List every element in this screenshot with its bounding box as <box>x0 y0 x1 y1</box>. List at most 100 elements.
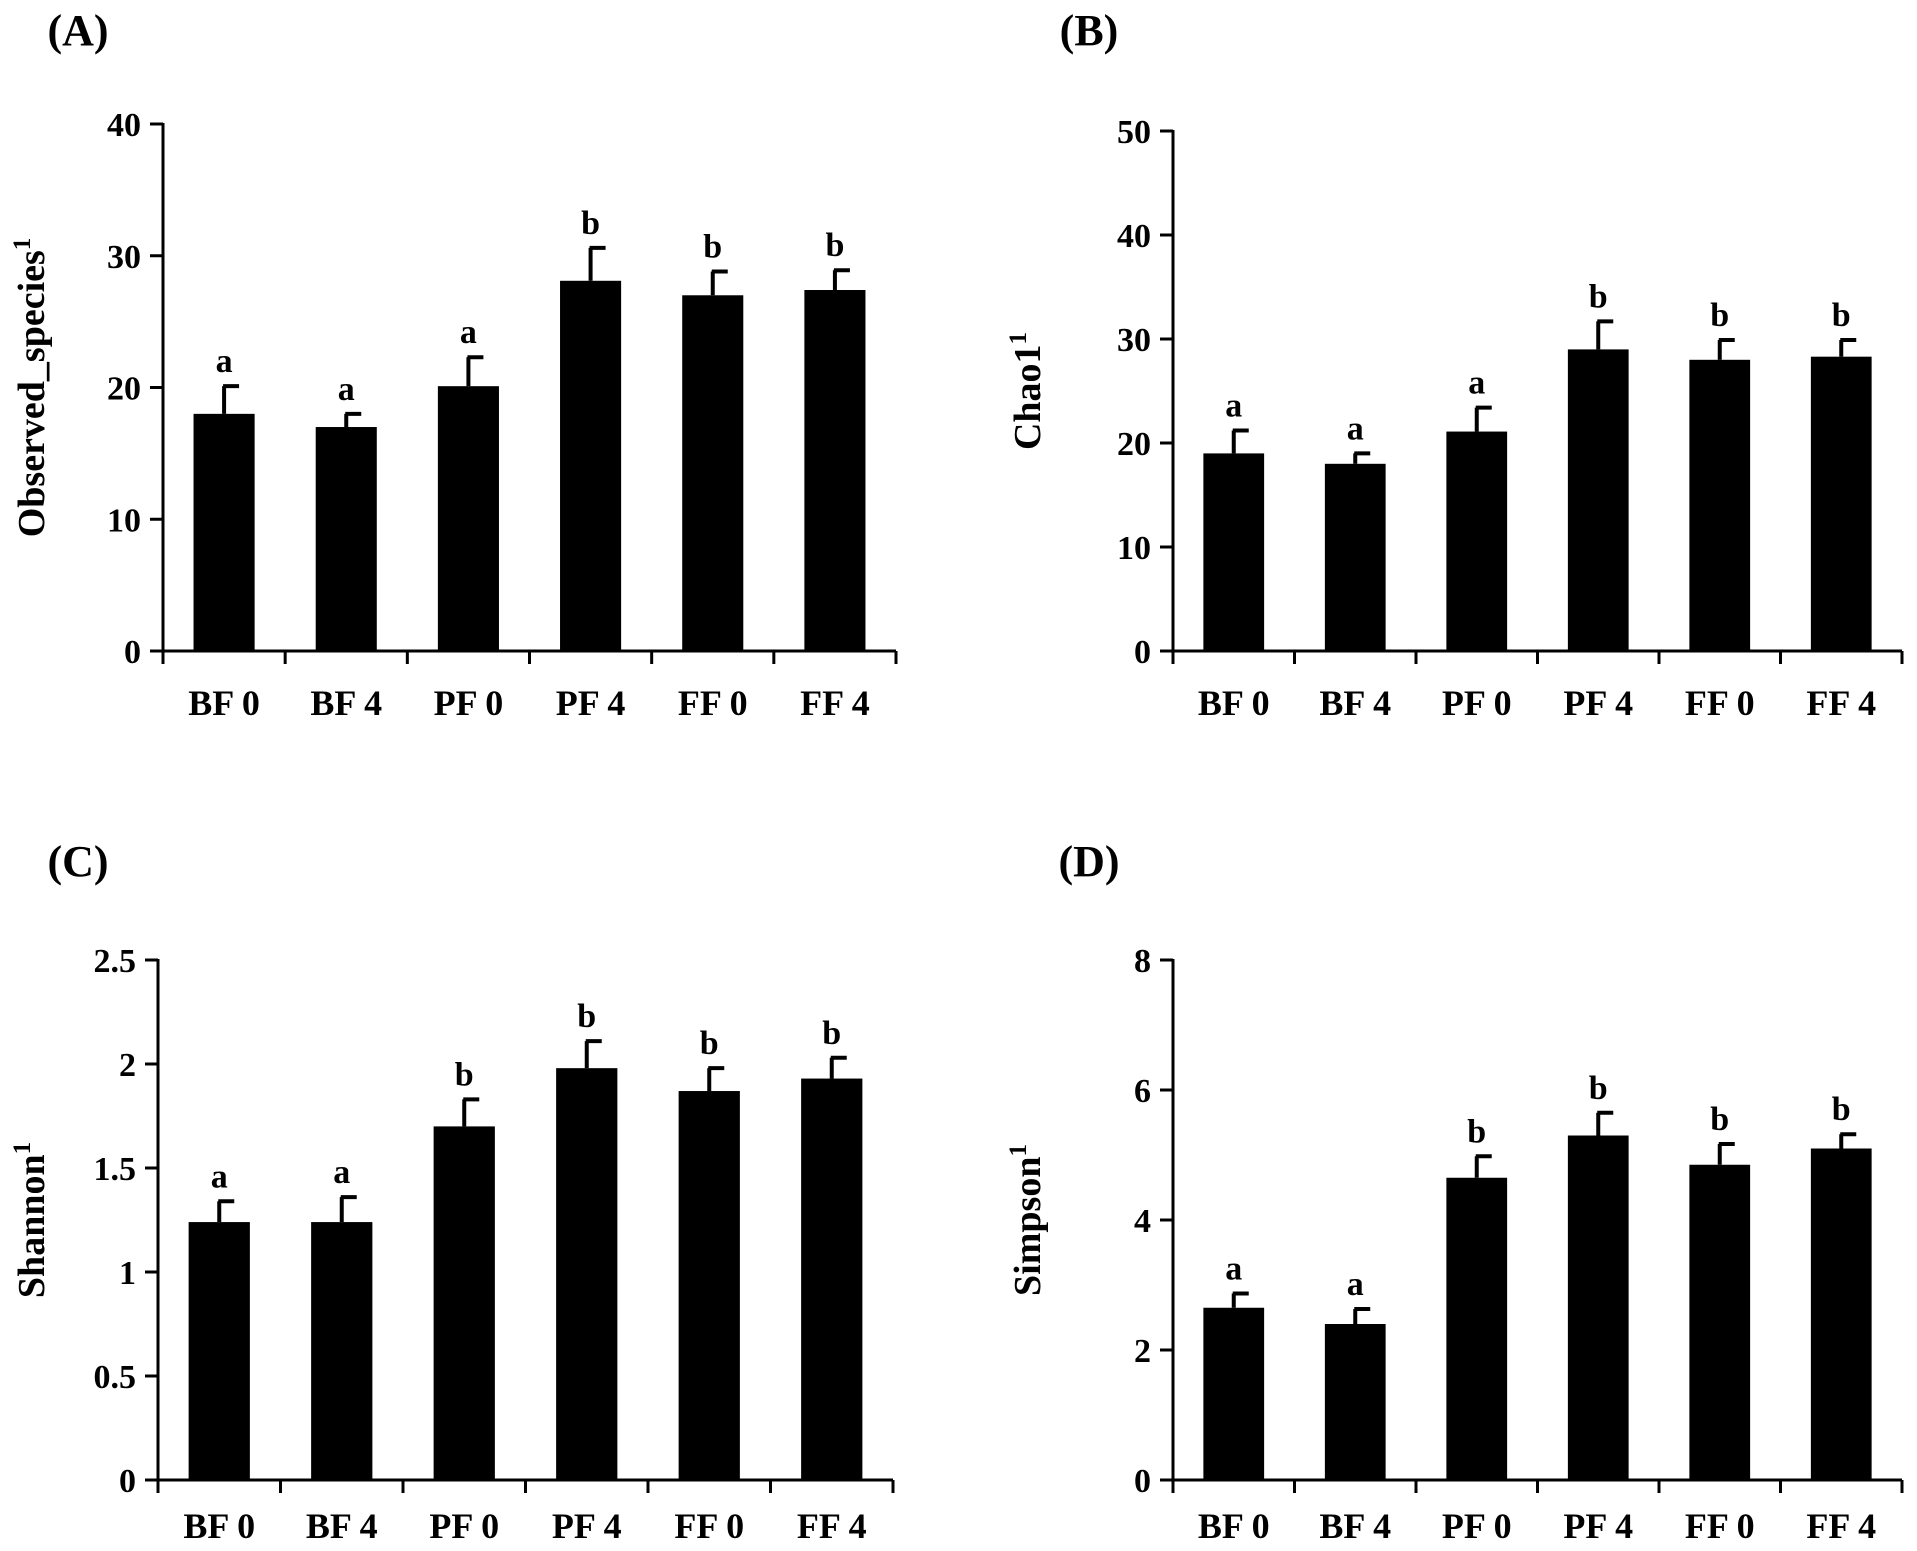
x-category-label: BF 0 <box>188 683 260 723</box>
significance-label: a <box>1225 388 1242 425</box>
x-category-label: FF 4 <box>797 1506 867 1546</box>
x-category-label: PF 0 <box>429 1506 499 1546</box>
panel-label: (D) <box>1058 837 1119 886</box>
x-category-label: BF 4 <box>310 683 382 723</box>
x-category-label: PF 0 <box>1442 1506 1512 1546</box>
x-category-label: PF 0 <box>434 683 504 723</box>
y-tick-label: 1.5 <box>94 1151 137 1188</box>
bar <box>1567 1135 1629 1480</box>
significance-label: a <box>1225 1250 1242 1287</box>
significance-label: a <box>211 1158 228 1195</box>
y-tick-label: 0 <box>124 634 141 671</box>
panel-c: (C) Shannon1 0 0.5 1 1.5 2 2.5 a BF 0 a BF 4 b PF 0 b P… <box>9 837 895 1546</box>
bar <box>315 427 377 651</box>
y-axis-title: Chao11 <box>1005 332 1049 450</box>
panel-label: (B) <box>1060 6 1119 55</box>
bar <box>1324 463 1386 651</box>
significance-label: a <box>1347 1266 1364 1303</box>
significance-label: b <box>455 1056 474 1093</box>
y-tick-label: 40 <box>107 107 141 144</box>
bar <box>682 295 744 651</box>
significance-label: a <box>1347 410 1364 447</box>
bar <box>560 280 622 651</box>
y-tick-label: 6 <box>1134 1073 1151 1110</box>
significance-label: b <box>1832 1091 1851 1128</box>
significance-label: a <box>1468 365 1485 402</box>
bar <box>678 1091 740 1480</box>
x-category-label: PF 4 <box>1563 683 1633 723</box>
bar <box>801 1078 863 1480</box>
y-axis-title: Observed_species1 <box>9 238 53 538</box>
significance-label: a <box>460 314 477 351</box>
y-axis-title: Shannon1 <box>9 1142 53 1298</box>
y-tick-label: 1 <box>119 1255 136 1292</box>
bar <box>556 1068 618 1480</box>
y-tick-label: 0 <box>1134 634 1151 671</box>
bar <box>1567 349 1629 651</box>
panel-label: (C) <box>47 837 108 886</box>
panel-a: (A) Observed_species1 0 10 20 30 40 a BF 0 a BF 4 a… <box>9 6 898 723</box>
y-tick-label: 0 <box>119 1463 136 1500</box>
panel-d: (D) Simpson1 0 2 4 6 8 a BF 0 a BF 4 b PF 0 b PF 4 b FF … <box>1005 837 1904 1546</box>
x-category-label: FF 0 <box>678 683 748 723</box>
significance-label: b <box>1710 297 1729 334</box>
bar <box>1810 1148 1872 1480</box>
bar <box>437 386 499 651</box>
bar <box>188 1222 250 1480</box>
panel-b: (B) Chao11 0 10 20 30 40 50 a BF 0 a BF 4 a PF 0 b PF 4… <box>1005 6 1904 723</box>
x-category-label: BF 4 <box>306 1506 378 1546</box>
x-category-label: FF 0 <box>1685 1506 1755 1546</box>
significance-label: b <box>1467 1113 1486 1150</box>
x-category-label: FF 4 <box>1806 1506 1876 1546</box>
significance-label: b <box>581 205 600 242</box>
x-category-label: BF 0 <box>1198 1506 1270 1546</box>
bar <box>1203 1307 1265 1480</box>
bar <box>1324 1324 1386 1480</box>
x-category-label: BF 4 <box>1319 1506 1391 1546</box>
significance-label: b <box>822 1015 841 1052</box>
y-tick-label: 2 <box>119 1047 136 1084</box>
significance-label: a <box>338 371 355 408</box>
significance-label: b <box>1589 278 1608 315</box>
y-tick-label: 10 <box>107 502 141 539</box>
x-category-label: FF 4 <box>1806 683 1876 723</box>
y-tick-label: 20 <box>1117 426 1151 463</box>
x-category-label: FF 0 <box>1685 683 1755 723</box>
y-tick-label: 40 <box>1117 218 1151 255</box>
y-tick-label: 20 <box>107 371 141 408</box>
significance-label: b <box>577 998 596 1035</box>
bar <box>193 413 255 651</box>
y-tick-label: 2.5 <box>94 943 137 980</box>
significance-label: a <box>216 343 233 380</box>
bar <box>1203 453 1265 651</box>
y-tick-label: 0.5 <box>94 1359 137 1396</box>
x-category-label: PF 4 <box>556 683 626 723</box>
significance-label: b <box>1589 1070 1608 1107</box>
bar <box>804 290 866 651</box>
x-category-label: BF 0 <box>183 1506 255 1546</box>
significance-label: b <box>1832 297 1851 334</box>
significance-label: b <box>703 229 722 266</box>
significance-label: b <box>1710 1101 1729 1138</box>
bar <box>311 1222 373 1480</box>
panel-label: (A) <box>47 6 108 55</box>
significance-label: a <box>333 1154 350 1191</box>
x-category-label: BF 4 <box>1319 683 1391 723</box>
y-tick-label: 30 <box>1117 322 1151 359</box>
bar <box>1810 356 1872 651</box>
y-axis-title: Simpson1 <box>1005 1144 1049 1296</box>
bar <box>1446 431 1508 651</box>
x-category-label: FF 4 <box>800 683 870 723</box>
x-category-label: FF 0 <box>674 1506 744 1546</box>
x-category-label: PF 4 <box>1563 1506 1633 1546</box>
y-tick-label: 10 <box>1117 530 1151 567</box>
y-tick-label: 2 <box>1134 1333 1151 1370</box>
significance-label: b <box>700 1025 719 1062</box>
bar <box>1446 1177 1508 1480</box>
x-category-label: BF 0 <box>1198 683 1270 723</box>
bar <box>1689 359 1751 651</box>
y-tick-label: 30 <box>107 239 141 276</box>
y-tick-label: 50 <box>1117 114 1151 151</box>
y-tick-label: 4 <box>1134 1203 1151 1240</box>
